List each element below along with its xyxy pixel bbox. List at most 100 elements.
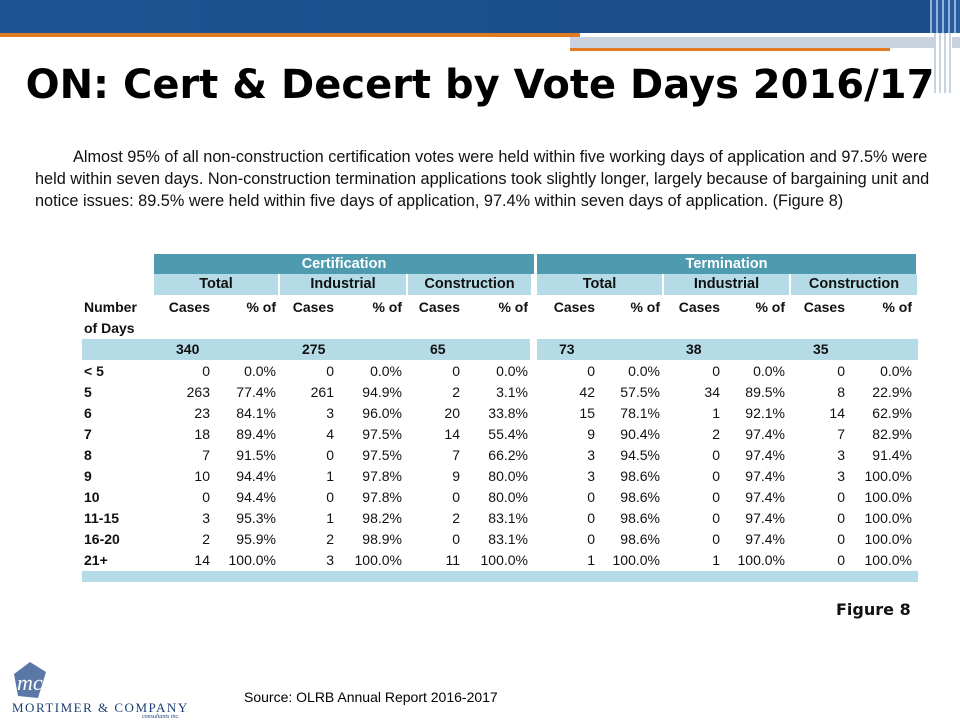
slide-title: ON: Cert & Decert by Vote Days 2016/17: [25, 62, 935, 108]
cell-pct: 100.0%: [228, 552, 276, 568]
cell-cases: 0: [712, 489, 720, 505]
logo-name: MORTIMER & COMPANY: [12, 700, 189, 715]
cell-cases: 0: [452, 531, 460, 547]
cell-cases: 23: [194, 405, 210, 421]
cell-pct: 97.8%: [362, 468, 402, 484]
cell-cases: 4: [326, 426, 334, 442]
cell-pct: 0.0%: [496, 363, 528, 379]
subgroup-header: Construction: [408, 274, 531, 295]
cell-pct: 100.0%: [480, 552, 528, 568]
cell-pct: 100.0%: [354, 552, 402, 568]
cell-cases: 3: [587, 468, 595, 484]
total-cases: 340: [176, 341, 200, 357]
cell-pct: 91.4%: [872, 447, 912, 463]
row-label: 21+: [84, 552, 108, 568]
col-header-cases: Cases: [678, 299, 720, 315]
cell-pct: 97.4%: [745, 531, 785, 547]
col-header-pct: % of: [246, 299, 276, 315]
row-header-number: Number: [84, 299, 137, 315]
cell-pct: 97.4%: [745, 447, 785, 463]
cell-cases: 7: [837, 426, 845, 442]
cell-cases: 9: [587, 426, 595, 442]
accent-line: [0, 33, 580, 37]
cell-cases: 0: [837, 363, 845, 379]
row-label: < 5: [84, 363, 104, 379]
figure-label: Figure 8: [836, 600, 911, 619]
total-cases: 35: [813, 341, 829, 357]
cell-pct: 100.0%: [864, 552, 912, 568]
cell-cases: 1: [587, 552, 595, 568]
row-header-days: of Days: [84, 320, 135, 336]
cell-pct: 100.0%: [864, 468, 912, 484]
cell-pct: 66.2%: [488, 447, 528, 463]
cell-pct: 98.2%: [362, 510, 402, 526]
row-label: 9: [84, 468, 92, 484]
cell-cases: 20: [444, 405, 460, 421]
source-note: Source: OLRB Annual Report 2016-2017: [244, 689, 498, 705]
cell-pct: 97.8%: [362, 489, 402, 505]
table-bottom-band: [82, 571, 918, 582]
cell-pct: 92.1%: [745, 405, 785, 421]
cell-pct: 83.1%: [488, 510, 528, 526]
col-header-pct: % of: [498, 299, 528, 315]
cell-pct: 96.0%: [362, 405, 402, 421]
col-header-pct: % of: [882, 299, 912, 315]
cell-pct: 98.6%: [620, 489, 660, 505]
cell-cases: 1: [712, 552, 720, 568]
cell-cases: 3: [837, 468, 845, 484]
decor-lines: [934, 33, 952, 93]
cell-pct: 89.4%: [236, 426, 276, 442]
cell-cases: 0: [837, 531, 845, 547]
cell-cases: 1: [326, 510, 334, 526]
vote-days-table: Certification Termination Total Industrial C…: [82, 253, 918, 583]
cell-cases: 0: [326, 489, 334, 505]
cell-pct: 0.0%: [244, 363, 276, 379]
cell-pct: 82.9%: [872, 426, 912, 442]
summary-paragraph: Almost 95% of all non-construction certi…: [35, 146, 953, 212]
cell-pct: 62.9%: [872, 405, 912, 421]
cell-cases: 1: [712, 405, 720, 421]
cell-pct: 100.0%: [737, 552, 785, 568]
cell-pct: 94.4%: [236, 468, 276, 484]
cell-pct: 0.0%: [370, 363, 402, 379]
cell-cases: 2: [202, 531, 210, 547]
cell-pct: 78.1%: [620, 405, 660, 421]
cell-cases: 0: [587, 510, 595, 526]
grey-band: [570, 37, 960, 48]
cell-cases: 0: [837, 510, 845, 526]
col-header-cases: Cases: [168, 299, 210, 315]
cell-pct: 0.0%: [628, 363, 660, 379]
row-label: 11-15: [84, 510, 120, 526]
cell-pct: 98.6%: [620, 531, 660, 547]
cell-cases: 11: [445, 552, 460, 568]
cell-cases: 9: [452, 468, 460, 484]
cell-cases: 0: [587, 489, 595, 505]
cell-cases: 0: [712, 447, 720, 463]
group-header: Certification: [154, 254, 534, 274]
cell-cases: 2: [452, 510, 460, 526]
group-header: Termination: [537, 254, 916, 274]
cell-cases: 14: [829, 405, 845, 421]
cell-pct: 94.9%: [362, 384, 402, 400]
row-label: 7: [84, 426, 92, 442]
cell-cases: 0: [202, 363, 210, 379]
cell-pct: 89.5%: [745, 384, 785, 400]
cell-pct: 83.1%: [488, 531, 528, 547]
cell-cases: 18: [194, 426, 210, 442]
row-label: 16-20: [84, 531, 120, 547]
cell-cases: 0: [326, 447, 334, 463]
cell-pct: 90.4%: [620, 426, 660, 442]
row-label: 10: [84, 489, 100, 505]
cell-cases: 0: [712, 531, 720, 547]
row-label: 6: [84, 405, 92, 421]
cell-cases: 0: [202, 489, 210, 505]
subgroup-header: Industrial: [664, 274, 789, 295]
cell-cases: 0: [837, 489, 845, 505]
cell-pct: 80.0%: [488, 489, 528, 505]
cell-pct: 94.5%: [620, 447, 660, 463]
cell-cases: 0: [326, 363, 334, 379]
cell-cases: 0: [712, 363, 720, 379]
cell-pct: 100.0%: [864, 489, 912, 505]
cell-cases: 15: [579, 405, 595, 421]
banner-stripes: [930, 0, 960, 33]
